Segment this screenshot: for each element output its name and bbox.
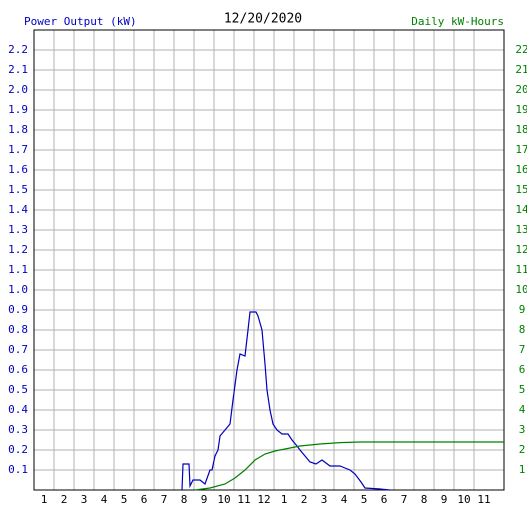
x-tick-label: 5	[121, 493, 128, 506]
series-line	[194, 441, 504, 491]
y-tick-label: 1.8	[8, 123, 28, 136]
y2-tick-label: 22	[515, 43, 527, 56]
y-tick-label: 2.1	[8, 63, 28, 76]
y2-tick-label: 13	[515, 223, 527, 236]
y2-tick-label: 14	[515, 203, 527, 216]
y2-tick-label: 3	[519, 423, 526, 436]
y-tick-label: 0.6	[8, 363, 28, 376]
x-tick-label: 10	[457, 493, 470, 506]
y2-tick-label: 2	[519, 443, 526, 456]
x-tick-label: 8	[421, 493, 428, 506]
y-tick-label: 0.4	[8, 403, 28, 416]
plot-border	[33, 29, 505, 491]
y-tick-label: 1.6	[8, 163, 28, 176]
x-tick-label: 2	[61, 493, 68, 506]
y2-tick-label: 10	[515, 283, 527, 296]
y-tick-label: 0.2	[8, 443, 28, 456]
y2-tick-label: 15	[515, 183, 527, 196]
x-tick-label: 9	[441, 493, 448, 506]
y-tick-label: 1.5	[8, 183, 28, 196]
x-tick-label: 6	[141, 493, 148, 506]
x-tick-label: 3	[81, 493, 88, 506]
y-tick-label: 1.1	[8, 263, 28, 276]
x-tick-label: 1	[41, 493, 48, 506]
x-tick-label: 5	[361, 493, 368, 506]
y-tick-label: 1.7	[8, 143, 28, 156]
y2-tick-label: 5	[519, 383, 526, 396]
x-tick-label: 4	[101, 493, 108, 506]
y-tick-label: 1.2	[8, 243, 28, 256]
x-tick-label: 6	[381, 493, 388, 506]
y-axis-label: Power Output (kW)	[24, 15, 137, 28]
y-tick-label: 1.4	[8, 203, 28, 216]
y2-axis-label: Daily kW-Hours	[411, 15, 504, 28]
x-tick-label: 10	[217, 493, 230, 506]
y-tick-label: 0.1	[8, 463, 28, 476]
y2-tick-label: 7	[519, 343, 526, 356]
y2-tick-label: 8	[519, 323, 526, 336]
x-tick-label: 8	[181, 493, 188, 506]
series-line	[181, 311, 391, 491]
y2-tick-label: 9	[519, 303, 526, 316]
y2-tick-label: 12	[515, 243, 527, 256]
x-tick-label: 2	[301, 493, 308, 506]
plot-area	[33, 29, 505, 491]
y-tick-label: 1.9	[8, 103, 28, 116]
y-tick-label: 2.2	[8, 43, 28, 56]
y2-tick-label: 21	[515, 63, 527, 76]
y2-tick-label: 18	[515, 123, 527, 136]
y-tick-label: 0.7	[8, 343, 28, 356]
y-tick-label: 1.0	[8, 283, 28, 296]
y2-tick-label: 16	[515, 163, 527, 176]
y-tick-label: 0.5	[8, 383, 28, 396]
x-tick-label: 7	[161, 493, 168, 506]
y2-tick-label: 20	[515, 83, 527, 96]
x-tick-label: 11	[237, 493, 250, 506]
y2-tick-label: 1	[519, 463, 526, 476]
y-tick-label: 0.8	[8, 323, 28, 336]
x-tick-label: 1	[281, 493, 288, 506]
x-tick-label: 4	[341, 493, 348, 506]
x-tick-label: 12	[257, 493, 270, 506]
x-tick-label: 3	[321, 493, 328, 506]
y-tick-label: 0.9	[8, 303, 28, 316]
y-tick-label: 2.0	[8, 83, 28, 96]
x-tick-label: 7	[401, 493, 408, 506]
y2-tick-label: 19	[515, 103, 527, 116]
y-tick-label: 0.3	[8, 423, 28, 436]
y2-tick-label: 4	[519, 403, 526, 416]
y2-tick-label: 11	[515, 263, 527, 276]
chart-title: 12/20/2020	[224, 12, 302, 27]
y2-tick-label: 6	[519, 363, 526, 376]
x-tick-label: 9	[201, 493, 208, 506]
x-tick-label: 11	[477, 493, 490, 506]
y-tick-label: 1.3	[8, 223, 28, 236]
y2-tick-label: 17	[515, 143, 527, 156]
